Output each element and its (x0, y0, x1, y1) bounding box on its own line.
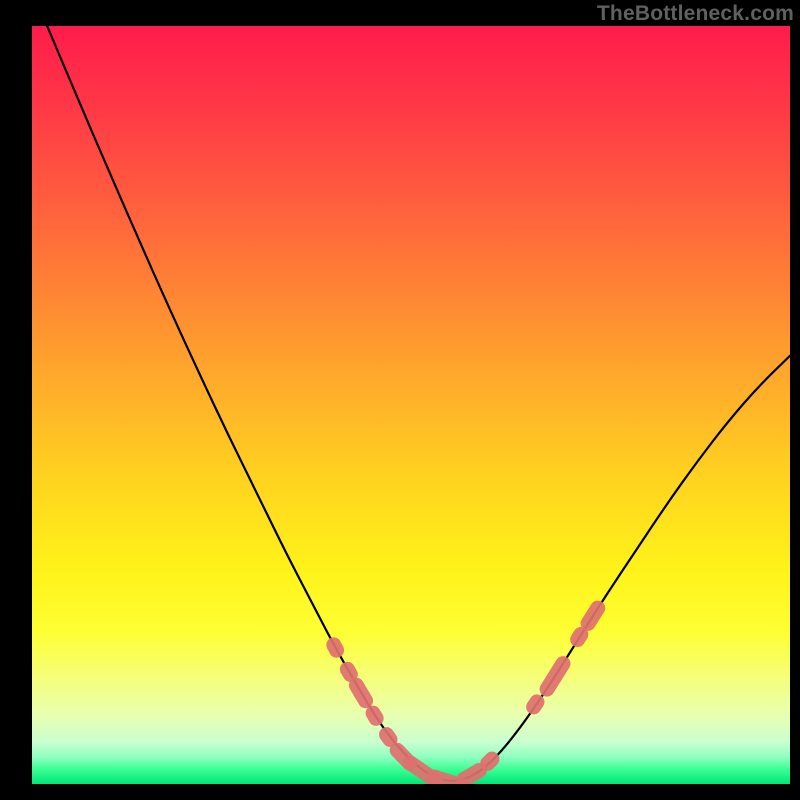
curve-marker (347, 669, 350, 674)
curve-marker (386, 735, 390, 740)
curve-marker (578, 634, 581, 639)
chart-svg (32, 26, 790, 784)
gradient-background (32, 26, 790, 784)
curve-marker (356, 685, 365, 700)
curve-marker (534, 702, 537, 707)
curve-marker (464, 770, 480, 779)
plot-area (32, 26, 790, 784)
curve-marker (334, 645, 337, 650)
curve-marker (373, 713, 376, 718)
curve-marker (588, 608, 598, 623)
curve-marker (488, 759, 492, 763)
watermark-text: TheBottleneck.com (597, 2, 794, 26)
chart-container: TheBottleneck.com (0, 0, 800, 800)
